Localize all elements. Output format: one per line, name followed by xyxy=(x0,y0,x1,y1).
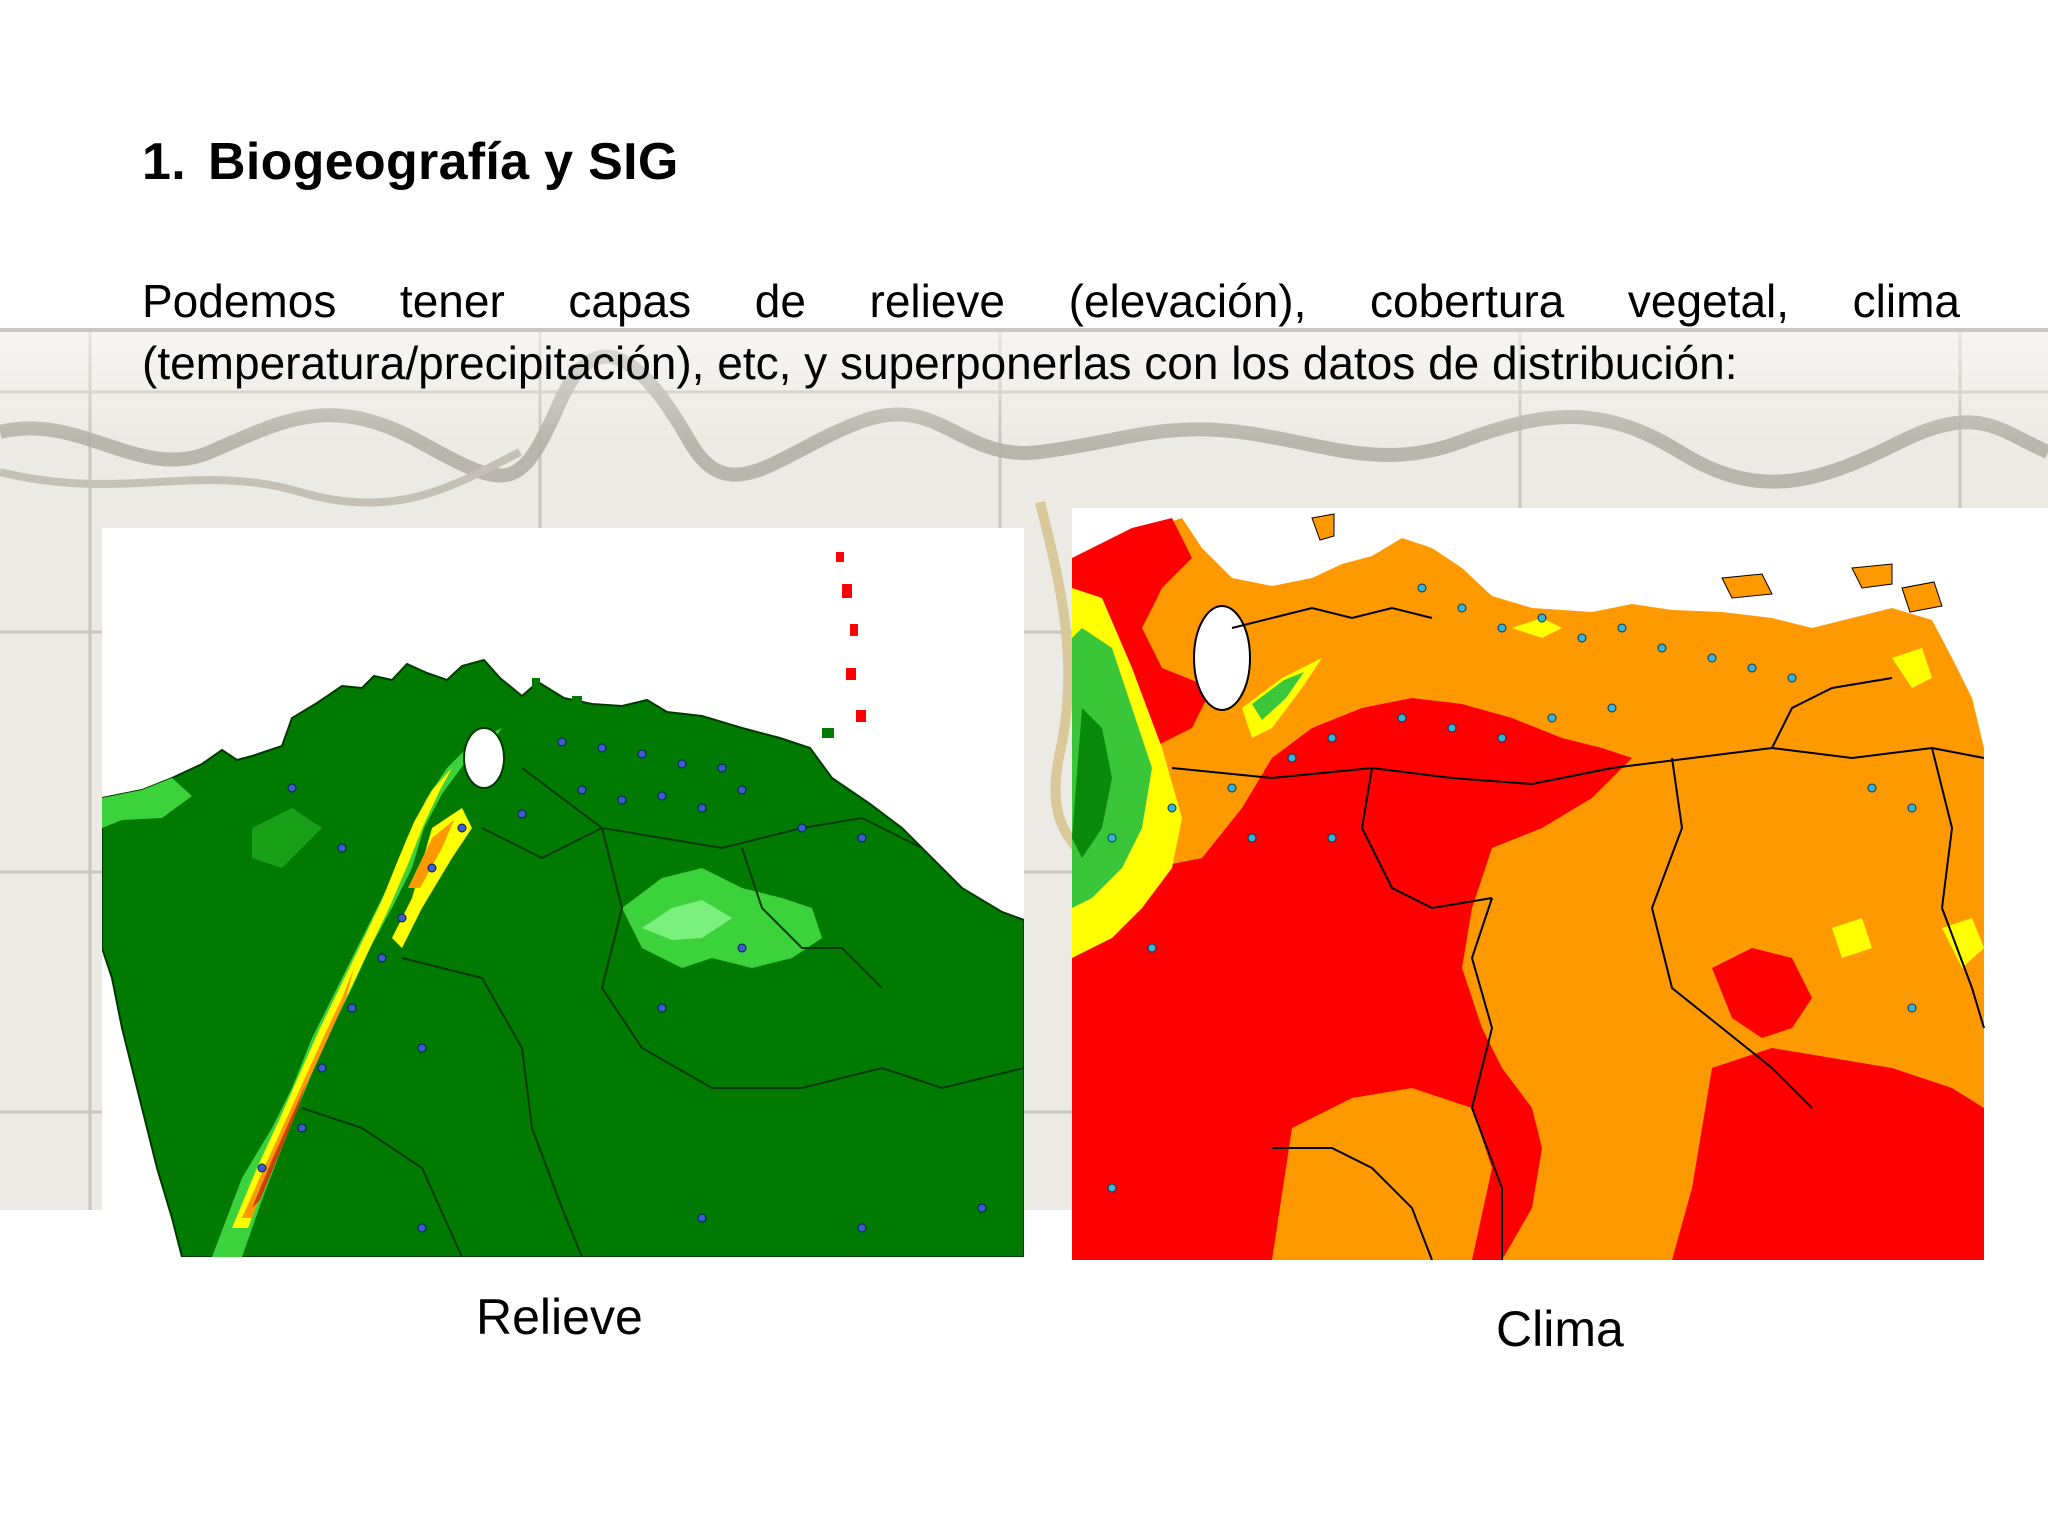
clima-caption: Clima xyxy=(1496,1301,1624,1357)
relieve-map xyxy=(102,528,1024,1257)
slide-title: 1. Biogeografía y SIG xyxy=(142,132,679,192)
background-fade xyxy=(0,332,2048,442)
slide-body-text: Podemos tener capas de relieve (elevació… xyxy=(142,275,1960,389)
title-text: Biogeografía y SIG xyxy=(207,133,679,191)
clima-map xyxy=(1072,508,2048,1260)
relieve-caption: Relieve xyxy=(476,1289,643,1345)
title-number: 1. xyxy=(142,133,186,191)
